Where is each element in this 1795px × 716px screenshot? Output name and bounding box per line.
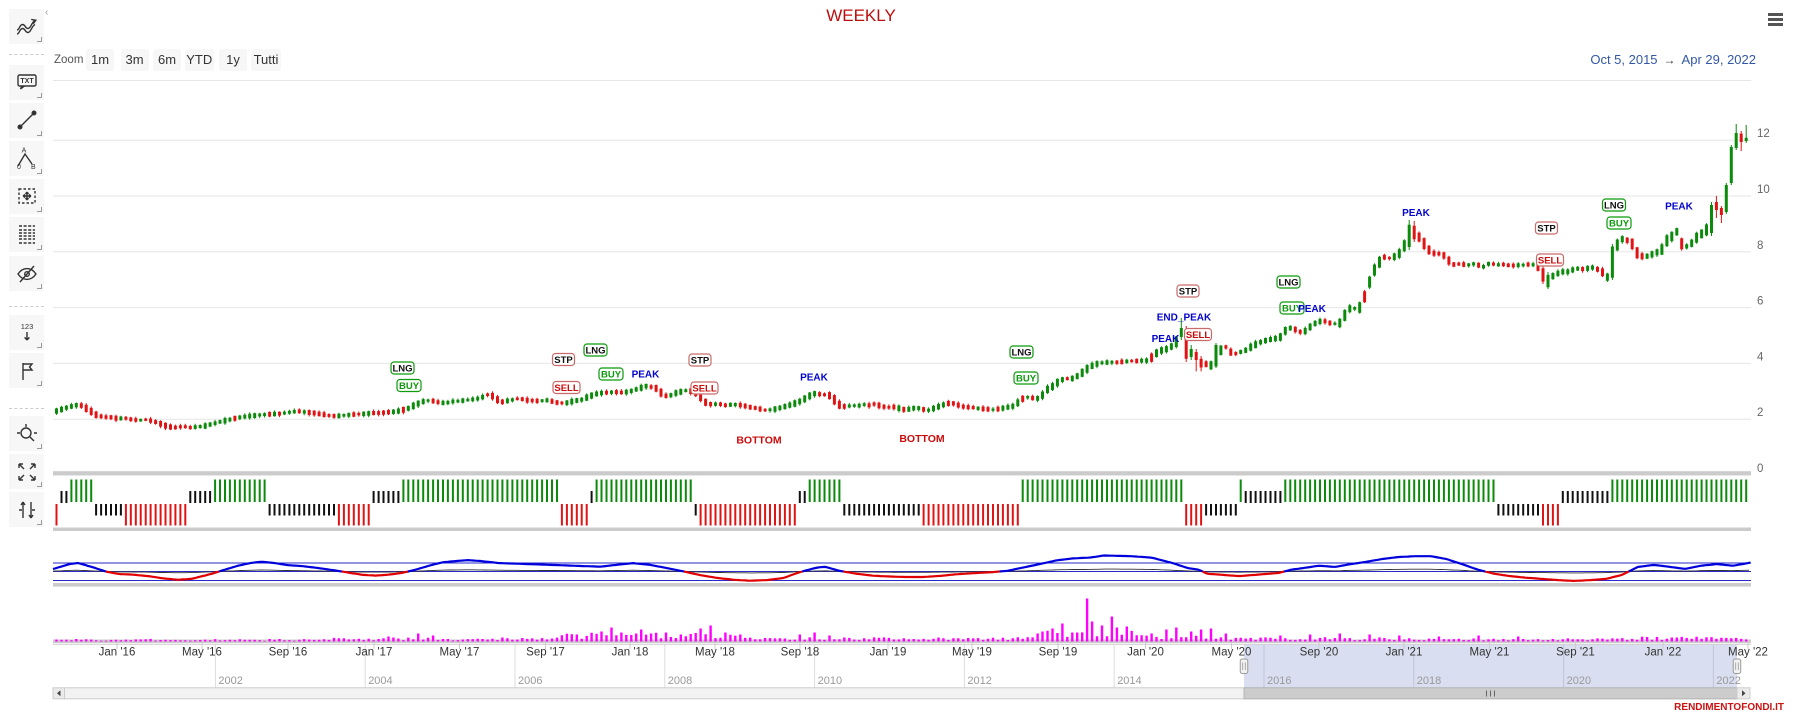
svg-text:Sep '21: Sep '21	[1556, 647, 1595, 659]
svg-text:PEAK: PEAK	[800, 373, 829, 384]
svg-text:STP: STP	[1179, 286, 1198, 297]
svg-text:Jan '20: Jan '20	[1127, 647, 1164, 659]
svg-text:BOTTOM: BOTTOM	[736, 435, 782, 447]
svg-text:BUY: BUY	[399, 381, 420, 392]
svg-text:A: A	[21, 148, 26, 155]
svg-text:2004: 2004	[368, 675, 392, 687]
svg-text:0: 0	[17, 164, 21, 170]
svg-text:LNG: LNG	[392, 363, 412, 374]
svg-text:2002: 2002	[218, 675, 242, 687]
svg-text:Jan '22: Jan '22	[1645, 647, 1682, 659]
svg-text:May '20: May '20	[1212, 647, 1252, 659]
svg-text:STP: STP	[554, 355, 573, 366]
svg-text:Sep '17: Sep '17	[526, 647, 565, 659]
svg-text:6: 6	[1757, 296, 1763, 308]
svg-text:STP: STP	[691, 355, 710, 366]
svg-text:2010: 2010	[818, 675, 842, 687]
svg-text:PEAK: PEAK	[1402, 208, 1431, 219]
svg-text:May '19: May '19	[952, 647, 992, 659]
svg-text:SELL: SELL	[1538, 255, 1562, 266]
svg-text:May '16: May '16	[182, 647, 222, 659]
svg-text:SELL: SELL	[554, 383, 578, 394]
svg-text:BUY: BUY	[1282, 303, 1303, 314]
svg-text:12: 12	[1757, 128, 1770, 140]
svg-text:Sep '16: Sep '16	[269, 647, 308, 659]
svg-text:2018: 2018	[1417, 675, 1441, 687]
svg-text:BUY: BUY	[1609, 218, 1630, 229]
svg-text:10: 10	[1757, 184, 1770, 196]
svg-text:TXT: TXT	[20, 78, 34, 85]
svg-text:2012: 2012	[967, 675, 991, 687]
svg-text:0: 0	[1757, 463, 1763, 475]
svg-text:LNG: LNG	[1278, 277, 1298, 288]
svg-text:May '21: May '21	[1470, 647, 1510, 659]
svg-text:BOTTOM: BOTTOM	[899, 433, 945, 445]
svg-text:Sep '18: Sep '18	[781, 647, 820, 659]
svg-text:LNG: LNG	[1604, 200, 1624, 211]
svg-text:4: 4	[1757, 351, 1764, 363]
svg-text:May '22: May '22	[1728, 647, 1768, 659]
svg-text:SELL: SELL	[692, 383, 716, 394]
svg-text:LNG: LNG	[1011, 347, 1031, 358]
svg-text:Jan '19: Jan '19	[870, 647, 907, 659]
svg-text:Jan '21: Jan '21	[1386, 647, 1423, 659]
svg-text:END_PEAK: END_PEAK	[1157, 313, 1212, 324]
svg-text:BUY: BUY	[601, 369, 622, 380]
svg-text:2: 2	[1757, 407, 1763, 419]
svg-text:B: B	[31, 164, 36, 170]
svg-text:PEAK: PEAK	[632, 370, 661, 381]
svg-text:SELL: SELL	[1186, 330, 1210, 341]
svg-text:2008: 2008	[668, 675, 692, 687]
svg-text:2014: 2014	[1117, 675, 1141, 687]
svg-text:Sep '20: Sep '20	[1300, 647, 1339, 659]
svg-text:PEAK: PEAK	[1152, 334, 1181, 345]
svg-text:8: 8	[1757, 240, 1763, 252]
svg-text:STP: STP	[1537, 223, 1556, 234]
svg-text:Jan '16: Jan '16	[99, 647, 136, 659]
svg-text:PEAK: PEAK	[1665, 202, 1694, 213]
svg-text:123: 123	[20, 322, 33, 331]
svg-text:LNG: LNG	[585, 345, 605, 356]
svg-text:2022: 2022	[1716, 675, 1740, 687]
svg-text:Jan '17: Jan '17	[356, 647, 393, 659]
svg-text:2006: 2006	[518, 675, 542, 687]
svg-text:Sep '19: Sep '19	[1039, 647, 1078, 659]
svg-text:Jan '18: Jan '18	[612, 647, 649, 659]
svg-text:BUY: BUY	[1016, 373, 1037, 384]
svg-text:May '18: May '18	[695, 647, 735, 659]
svg-text:2016: 2016	[1267, 675, 1291, 687]
svg-text:May '17: May '17	[440, 647, 480, 659]
svg-text:2020: 2020	[1567, 675, 1591, 687]
svg-text:PEAK: PEAK	[1298, 304, 1327, 315]
